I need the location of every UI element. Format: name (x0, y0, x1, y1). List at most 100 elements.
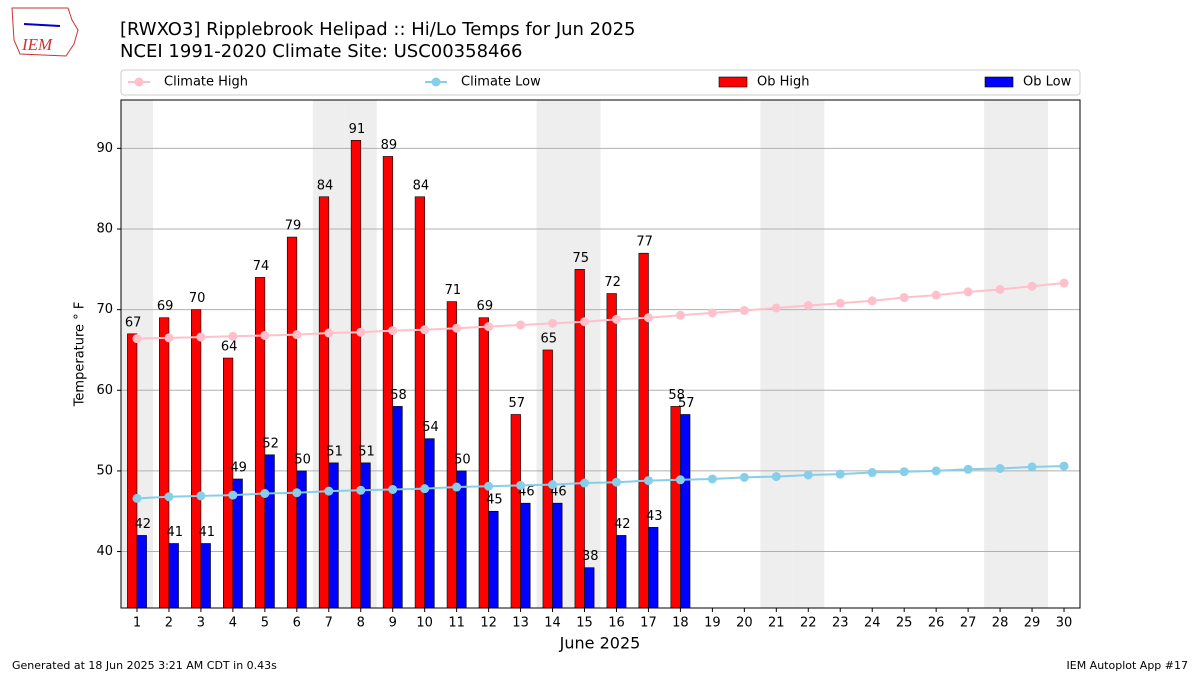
marker (356, 327, 366, 337)
bar (168, 543, 179, 609)
x-tick-label: 16 (608, 616, 625, 631)
x-tick-label: 6 (293, 616, 301, 631)
marker (803, 301, 813, 311)
marker (580, 478, 590, 488)
data-label: 49 (230, 460, 247, 475)
bar (222, 357, 234, 609)
marker (164, 492, 174, 502)
data-label: 70 (189, 291, 206, 306)
marker (963, 464, 973, 474)
marker (484, 322, 494, 332)
marker (995, 464, 1005, 474)
bar (542, 349, 553, 609)
legend-label: Climate High (164, 75, 248, 90)
data-label: 43 (646, 509, 663, 524)
data-label: 71 (445, 283, 462, 298)
x-tick-label: 2 (165, 616, 173, 631)
legend-marker (134, 77, 144, 87)
bar (127, 333, 138, 609)
data-label: 38 (582, 549, 599, 564)
x-tick-label: 24 (864, 616, 881, 631)
x-tick-label: 26 (928, 616, 945, 631)
x-tick-label: 11 (448, 616, 465, 631)
x-tick-label: 29 (1024, 616, 1041, 631)
data-label: 58 (668, 388, 685, 403)
weekend-shade (792, 100, 825, 608)
data-label: 64 (221, 340, 238, 355)
bar (159, 317, 170, 609)
footer-left: Generated at 18 Jun 2025 3:21 AM CDT in … (12, 659, 277, 672)
data-label: 50 (294, 452, 311, 467)
chart-subtitle: NCEI 1991-2020 Climate Site: USC00358466 (120, 41, 522, 62)
data-label: 84 (317, 178, 334, 193)
data-label: 77 (636, 235, 653, 250)
marker (196, 332, 206, 342)
bar (616, 535, 627, 609)
weekend-shade (984, 100, 1017, 608)
marker (420, 484, 430, 494)
x-tick-label: 4 (229, 616, 237, 631)
data-label: 42 (135, 517, 152, 532)
marker (292, 488, 302, 498)
marker (931, 290, 941, 300)
weekend-shade (1016, 100, 1049, 608)
legend-label: Ob High (757, 75, 810, 90)
data-label: 45 (486, 493, 503, 508)
x-tick-label: 14 (544, 616, 561, 631)
marker (356, 485, 366, 495)
marker (452, 323, 462, 333)
legend-marker (431, 77, 441, 87)
data-label: 41 (198, 525, 215, 540)
bar (606, 293, 617, 609)
marker (324, 486, 334, 496)
data-label: 42 (614, 517, 631, 532)
data-label: 41 (166, 525, 183, 540)
x-tick-label: 3 (197, 616, 205, 631)
bar (191, 309, 202, 609)
bar (360, 462, 371, 609)
marker (1059, 278, 1069, 288)
legend-label: Climate Low (461, 75, 541, 90)
y-tick-label: 90 (96, 141, 113, 156)
data-label: 84 (413, 178, 430, 193)
marker (771, 472, 781, 482)
bar (382, 156, 394, 609)
marker (995, 284, 1005, 294)
data-label: 54 (422, 420, 439, 435)
x-tick-label: 15 (576, 616, 593, 631)
footer-right: IEM Autoplot App #17 (1067, 659, 1189, 672)
marker (835, 469, 845, 479)
data-label: 51 (326, 444, 343, 459)
x-tick-label: 9 (389, 616, 397, 631)
x-tick-label: 18 (672, 616, 689, 631)
x-tick-label: 5 (261, 616, 269, 631)
bar (424, 438, 435, 609)
legend (120, 69, 1081, 96)
marker (420, 325, 430, 335)
bar (520, 502, 531, 609)
marker (516, 480, 526, 490)
bar (648, 527, 659, 609)
x-tick-label: 27 (960, 616, 977, 631)
marker (867, 296, 877, 306)
chart-title: [RWXO3] Ripplebrook Helipad :: Hi/Lo Tem… (120, 19, 636, 40)
data-label: 67 (125, 315, 142, 330)
data-label: 57 (509, 396, 526, 411)
marker (196, 491, 206, 501)
bar (200, 543, 211, 609)
bar (328, 462, 339, 609)
bar (680, 414, 691, 609)
marker (1027, 281, 1037, 291)
x-tick-label: 21 (768, 616, 785, 631)
data-label: 69 (477, 299, 494, 314)
bar (584, 567, 595, 609)
data-label: 91 (349, 122, 366, 137)
marker (228, 490, 238, 500)
bar (318, 196, 330, 609)
marker (292, 330, 302, 340)
data-label: 69 (157, 299, 174, 314)
x-tick-label: 8 (357, 616, 365, 631)
marker (611, 314, 621, 324)
marker (899, 293, 909, 303)
